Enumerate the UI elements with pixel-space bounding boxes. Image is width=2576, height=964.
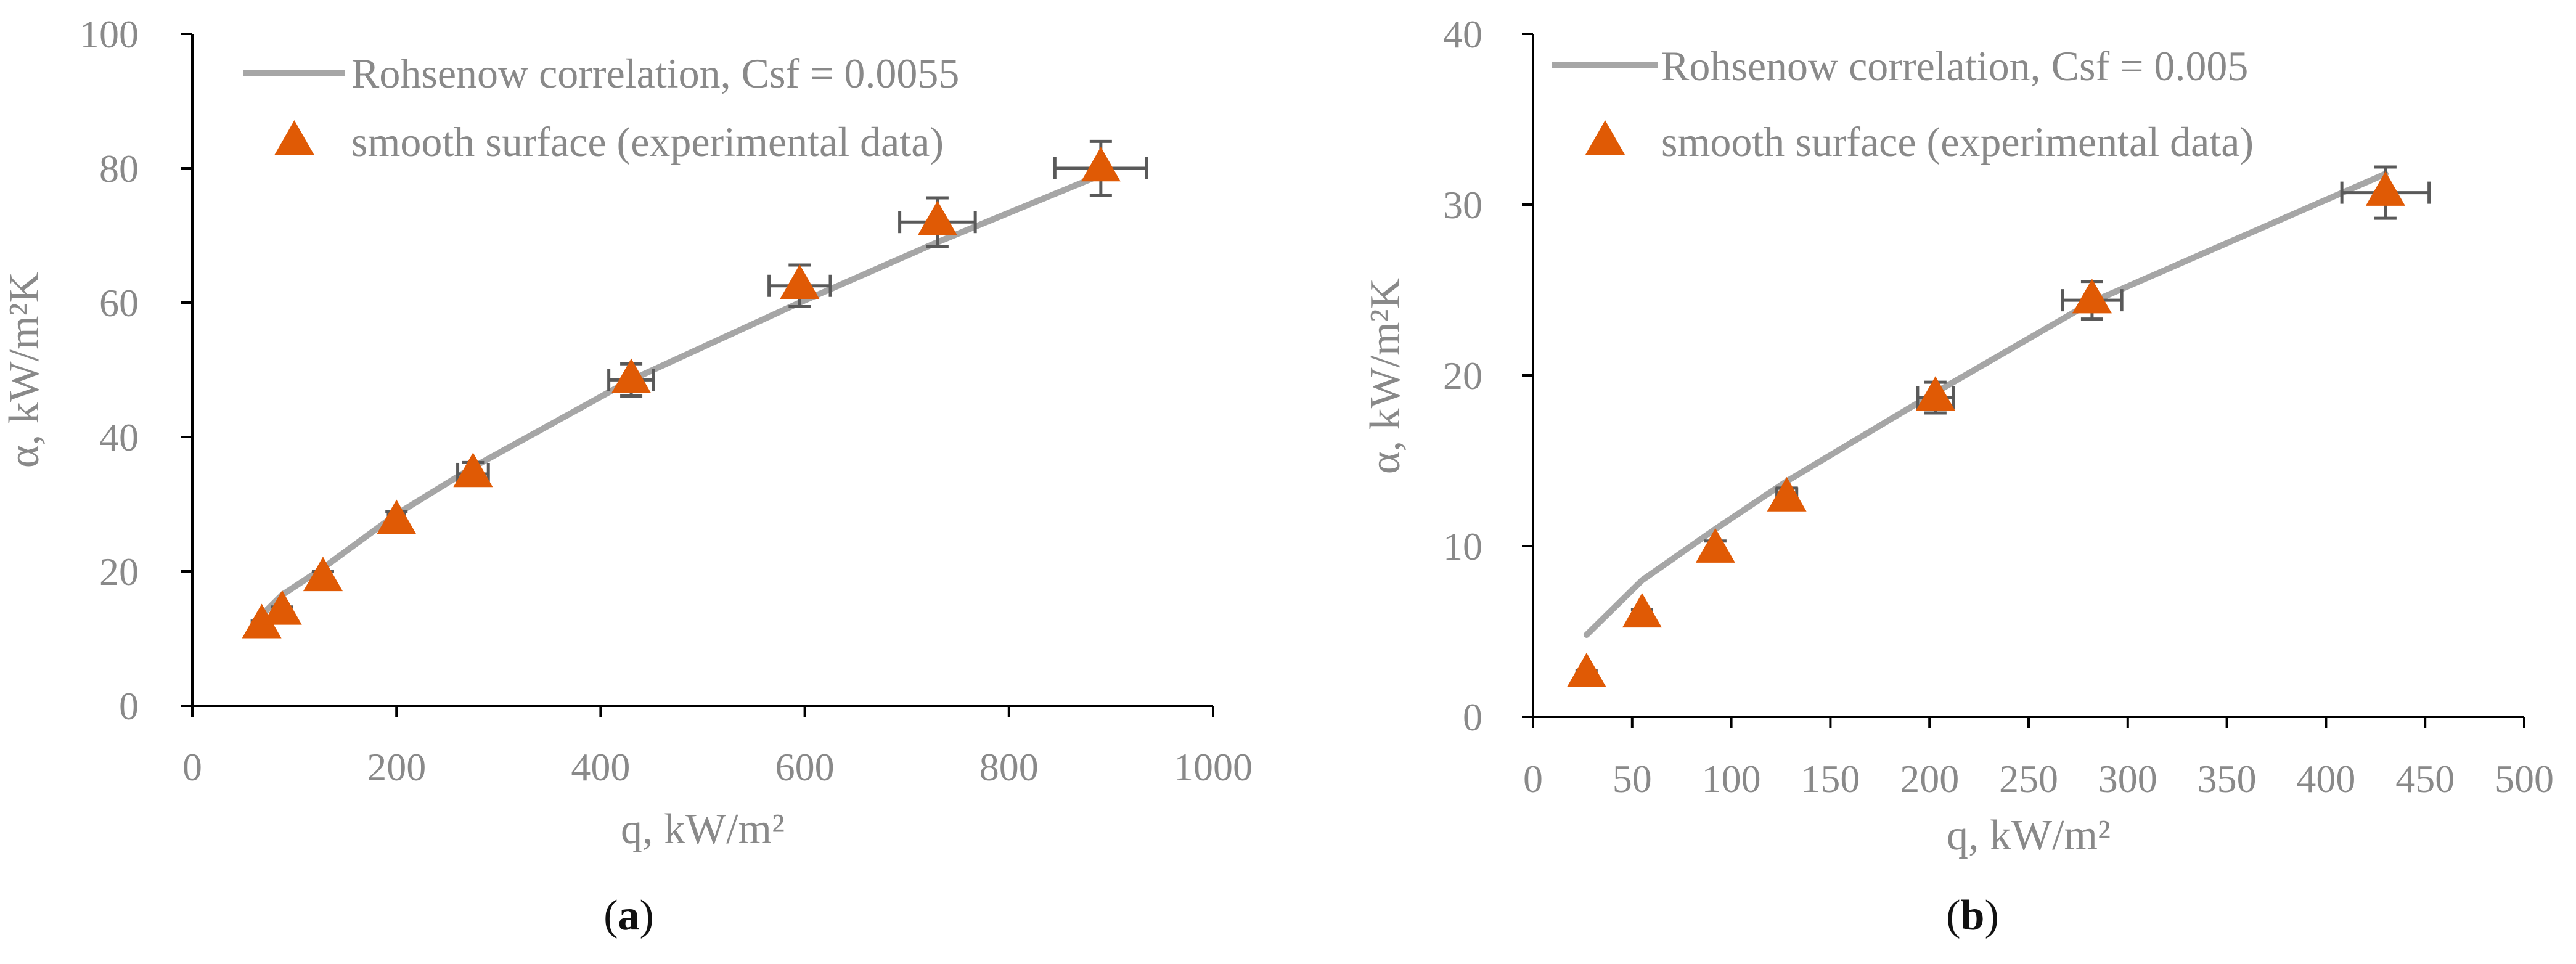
chart-a: 0 200 400 600 800 1000 0 20 40 60 80 100 q, kW/m² α, … <box>1 12 1253 939</box>
x-axis-title: q, kW/m² <box>621 806 785 853</box>
y-tick-label: 30 <box>1443 183 1482 227</box>
x-tick-label: 300 <box>2098 757 2157 801</box>
x-tick-label: 450 <box>2395 757 2455 801</box>
y-tick-label: 0 <box>1463 695 1482 739</box>
y-axis-title: α, kW/m²K <box>1 272 48 468</box>
y-axis-title: α, kW/m²K <box>1362 278 1409 474</box>
data-point-marker <box>303 557 343 592</box>
panel-caption: (b) <box>1946 892 1999 939</box>
legend-label-experimental: smooth surface (experimental data) <box>1661 118 2254 165</box>
x-tick-label: 500 <box>2495 757 2554 801</box>
legend-label-rohsenow: Rohsenow correlation, Csf = 0.0055 <box>351 50 959 97</box>
x-tick-label: 800 <box>979 745 1039 789</box>
data-point-marker <box>1695 528 1735 563</box>
y-tick-label: 20 <box>99 550 139 594</box>
data-point-marker <box>2365 171 2405 206</box>
x-tick-label: 400 <box>2296 757 2355 801</box>
legend-marker-swatch <box>274 120 314 155</box>
y-tick-label: 60 <box>99 281 139 325</box>
data-point-marker <box>242 603 282 639</box>
x-tick-label: 200 <box>367 745 426 789</box>
legend-label-experimental: smooth surface (experimental data) <box>351 118 944 165</box>
data-point-marker <box>262 590 302 625</box>
x-tick-label: 200 <box>1900 757 1959 801</box>
x-axis-title: q, kW/m² <box>1947 812 2111 859</box>
series-line-rohsenow <box>1583 171 2389 639</box>
y-tick-label: 40 <box>99 415 139 459</box>
x-tick-label: 150 <box>1801 757 1860 801</box>
y-tick-label: 0 <box>119 684 139 728</box>
data-point-marker <box>1566 653 1606 688</box>
panel-caption: (a) <box>603 892 654 939</box>
legend-marker-swatch <box>1585 120 1625 155</box>
y-tick-label: 10 <box>1443 525 1482 568</box>
data-point-marker <box>780 264 820 300</box>
x-tick-label: 600 <box>775 745 835 789</box>
legend: Rohsenow correlation, Csf = 0.0055 smooth… <box>243 50 959 165</box>
legend-label-rohsenow: Rohsenow correlation, Csf = 0.005 <box>1661 43 2248 89</box>
y-tick-label: 20 <box>1443 354 1482 398</box>
y-tick-label: 40 <box>1443 12 1482 56</box>
data-point-marker <box>453 452 493 488</box>
data-point-marker <box>1915 376 1955 411</box>
data-point-marker <box>1081 147 1121 182</box>
x-tick-label: 50 <box>1613 757 1652 801</box>
legend: Rohsenow correlation, Csf = 0.005 smooth … <box>1552 43 2254 165</box>
x-tick-label: 100 <box>1702 757 1761 801</box>
chart-b: 0 50 100 150 200 250 300 350 400 450 500 0 10 20 30 40 q… <box>1362 12 2554 939</box>
data-point-marker <box>377 499 417 534</box>
data-point-marker <box>1622 593 1662 628</box>
data-point-marker <box>917 200 957 235</box>
data-point-marker <box>1767 476 1807 512</box>
x-tick-label: 350 <box>2198 757 2257 801</box>
series-line-rohsenow <box>258 171 1104 618</box>
x-tick-label: 1000 <box>1174 745 1253 789</box>
x-tick-label: 400 <box>571 745 630 789</box>
data-point-marker <box>611 358 652 393</box>
y-tick-label: 80 <box>99 147 139 190</box>
x-tick-label: 0 <box>182 745 202 789</box>
data-point-marker <box>2072 279 2112 314</box>
x-tick-label: 0 <box>1523 757 1543 801</box>
x-tick-label: 250 <box>1999 757 2058 801</box>
y-tick-label: 100 <box>80 12 139 56</box>
